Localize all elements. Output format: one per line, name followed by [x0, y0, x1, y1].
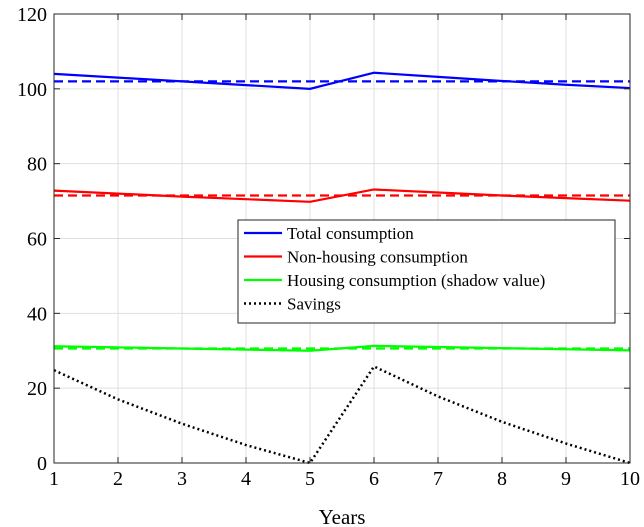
y-tick-label: 0: [37, 453, 47, 475]
y-tick-label: 20: [27, 378, 47, 400]
legend-box: [237, 219, 616, 324]
y-tick-label: 60: [27, 229, 47, 251]
x-tick-label: 3: [177, 468, 187, 490]
series-line-savings: [53, 364, 631, 465]
x-tick-label: 2: [113, 468, 123, 490]
x-axis-title: Years: [319, 505, 366, 527]
x-tick-label: 10: [620, 468, 640, 490]
x-tick-label: 6: [369, 468, 379, 490]
tick-marks: [53, 13, 631, 464]
legend-label: Housing consumption (shadow value): [287, 271, 545, 290]
x-tick-label: 1: [49, 468, 59, 490]
x-tick-label: 5: [305, 468, 315, 490]
y-tick-label: 100: [17, 79, 47, 101]
y-tick-label: 120: [17, 4, 47, 26]
x-tick-label: 7: [433, 468, 443, 490]
y-tick-label: 80: [27, 154, 47, 176]
x-tick-label: 9: [561, 468, 571, 490]
legend: Total consumption Non-housing consumption…: [237, 219, 616, 324]
x-tick-label: 4: [241, 468, 251, 490]
legend-label: Savings: [287, 295, 341, 314]
legend-label: Non-housing consumption: [287, 248, 468, 267]
y-tick-label: 40: [27, 303, 47, 325]
series-group: [53, 71, 631, 465]
legend-label: Total consumption: [287, 224, 414, 243]
x-tick-label: 8: [497, 468, 507, 490]
